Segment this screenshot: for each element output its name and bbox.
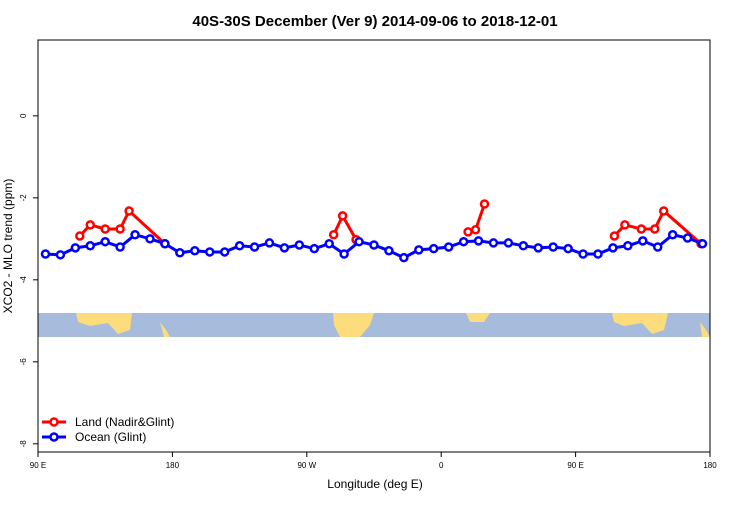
data-point (518, 241, 529, 251)
data-point (533, 243, 544, 253)
data-point (620, 220, 630, 230)
data-point (70, 243, 81, 253)
data-point (697, 238, 708, 249)
data-point (249, 242, 260, 252)
data-point (55, 250, 66, 260)
data-point (234, 241, 245, 251)
legend-label: Land (Nadir&Glint) (75, 415, 174, 429)
x-tick-label: 180 (703, 461, 717, 470)
y-tick-label: -4 (19, 276, 28, 284)
data-point (667, 229, 678, 240)
y-tick-label: -8 (19, 440, 28, 448)
data-point (488, 238, 499, 248)
data-point (264, 238, 275, 248)
data-point (563, 243, 573, 254)
x-tick-label: 90 E (567, 461, 583, 470)
data-point (548, 242, 558, 252)
data-point (473, 236, 484, 246)
y-tick-label: 0 (19, 113, 28, 118)
data-point (479, 199, 490, 209)
data-point (190, 245, 200, 256)
x-tick-label: 90 W (297, 461, 316, 470)
data-point (309, 243, 320, 254)
data-point (503, 238, 514, 248)
map-strip (38, 313, 710, 337)
data-point (458, 236, 469, 247)
data-point (652, 242, 663, 252)
x-axis-label: Longitude (deg E) (327, 477, 422, 491)
data-point (443, 242, 454, 252)
data-point (593, 249, 603, 259)
plot-frame (37, 39, 711, 453)
data-point (623, 241, 633, 251)
data-point (369, 240, 379, 250)
data-point (85, 220, 96, 230)
y-axis-label: XCO2 - MLO trend (ppm) (1, 179, 15, 314)
data-point (324, 238, 334, 249)
data-point (658, 206, 669, 216)
data-point (649, 224, 660, 234)
data-point (204, 247, 215, 257)
data-point (85, 241, 96, 251)
data-point (399, 252, 409, 263)
data-point (124, 206, 134, 216)
x-tick-label: 0 (439, 461, 444, 470)
data-point (100, 224, 110, 234)
data-point (384, 245, 394, 256)
data-point (682, 233, 693, 243)
data-point (636, 224, 647, 234)
x-tick-label: 90 E (30, 461, 46, 470)
data-point (638, 236, 648, 246)
data-point (219, 247, 230, 257)
data-point (414, 245, 424, 255)
data-point (75, 231, 85, 241)
legend-marker (49, 417, 59, 427)
x-tick-label: 180 (166, 461, 180, 470)
legend-marker (49, 432, 59, 442)
data-point (609, 231, 620, 241)
data-point (100, 236, 110, 247)
data-point (354, 236, 364, 247)
data-point (175, 248, 185, 258)
data-point (279, 243, 290, 253)
plot-layer: 0 -2 -4 -6 -8 90 E 180 90 W 0 90 E 180 Land (Nadir&… (19, 113, 717, 470)
y-tick-label: -6 (19, 358, 28, 366)
chart-title: 40S-30S December (Ver 9) 2014-09-06 to 2… (192, 13, 557, 30)
data-point (463, 227, 473, 237)
series-line (78, 203, 703, 245)
data-point (130, 229, 140, 240)
legend-label: Ocean (Glint) (75, 430, 146, 444)
data-point (339, 249, 349, 259)
data-point (145, 234, 155, 244)
data-point (328, 229, 339, 240)
data-point (115, 242, 125, 252)
data-point (40, 249, 51, 259)
data-point (337, 211, 348, 221)
data-point (470, 225, 481, 235)
data-point (578, 249, 588, 259)
data-point (115, 224, 125, 234)
data-point (428, 243, 439, 254)
data-point (294, 240, 305, 250)
data-point (160, 238, 170, 249)
data-point (608, 243, 618, 253)
y-tick-label: -2 (19, 194, 28, 202)
